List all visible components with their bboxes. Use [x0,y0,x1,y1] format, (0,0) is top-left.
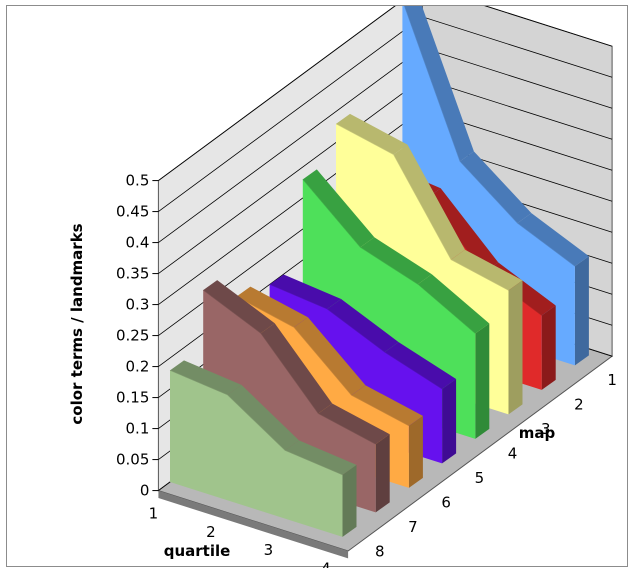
y-tick-label: 0.3 [126,296,150,314]
series-4-top [417,274,490,334]
y-tick-label: 0.45 [116,203,149,221]
series-4-side [475,323,490,439]
y-tick-label: 0.25 [116,327,149,345]
z-axis-title: map [519,424,556,442]
series-8-side [342,464,357,537]
y-tick-label: 0 [140,482,150,500]
map-tick-label: 4 [508,444,518,462]
series-5-top [327,299,399,353]
y-tick-label: 0.15 [116,389,149,407]
series-6-line [236,296,410,427]
x-tick-label: 2 [206,523,216,541]
series-5-top [269,274,342,309]
map-tick-label: 8 [375,542,385,560]
map-tick-label: 3 [541,420,551,438]
area-3d-chart: 0 0.05 0.1 0.15 0.2 0.25 0.3 0.35 0.4 0.45 0.5 1 2 3 4… [68,6,617,568]
series-7-line [203,289,376,445]
y-tick-label: 0.5 [126,172,150,190]
series-4-top [302,169,375,248]
series-7-top [318,403,390,445]
series-6-top [293,317,366,396]
series-3-side [508,280,523,415]
series-4-line [302,179,476,334]
gridline [158,6,613,181]
x-tick-label: 4 [321,559,331,568]
x-tick-label: 1 [149,505,159,523]
map-tick-label: 2 [574,395,584,413]
series-3-top [451,249,523,291]
tick-labels: 0 0.05 0.1 0.15 0.2 0.25 0.3 0.35 0.4 0.45 0.5 1 2 3 4… [116,172,617,568]
series-3-top [393,144,465,260]
series-8-top [170,360,242,395]
floor-edge [158,490,349,559]
series-1-top [459,151,532,224]
series-6-top [236,286,308,328]
series-8-top [227,384,299,451]
y-tick-label: 0.2 [126,358,150,376]
series-8-front [170,370,343,537]
series-2-top [426,188,499,273]
chart-frame: 0 0.05 0.1 0.15 0.2 0.25 0.3 0.35 0.4 0.45 0.5 1 2 3 4… [6,5,628,568]
series-1-top [517,213,589,267]
map-tick-label: 1 [607,371,617,389]
series-1-line [404,6,576,267]
series-4-top [360,237,432,285]
series-6-side [408,415,423,488]
y-axis-title: color terms / landmarks [68,223,86,424]
series-8-line [169,370,343,476]
map-tick-label: 7 [408,518,418,536]
map-tick-label: 6 [441,493,451,511]
series-7-top [203,280,275,334]
series-3-line [335,123,509,291]
series-7-top [260,323,333,414]
series-7-side [375,434,390,513]
series-layer [169,6,589,537]
y-tick-label: 0.05 [116,451,149,469]
series-8-area [169,360,357,537]
y-tick-label: 0.4 [126,234,150,252]
series-3-top [336,113,408,155]
x-tick-label: 3 [264,541,274,559]
series-1-top [404,6,474,162]
series-2-side [541,305,556,390]
y-tick-label: 0.1 [126,420,150,438]
series-8-top [285,440,357,475]
series-5-side [442,379,457,464]
map-tick-label: 5 [475,469,485,487]
x-axis-title: quartile [164,542,231,560]
series-6-top [351,385,423,426]
series-1-side [574,256,589,366]
y-tick-label: 0.35 [116,265,149,283]
series-5-top [384,342,457,389]
series-5-line [269,284,443,390]
